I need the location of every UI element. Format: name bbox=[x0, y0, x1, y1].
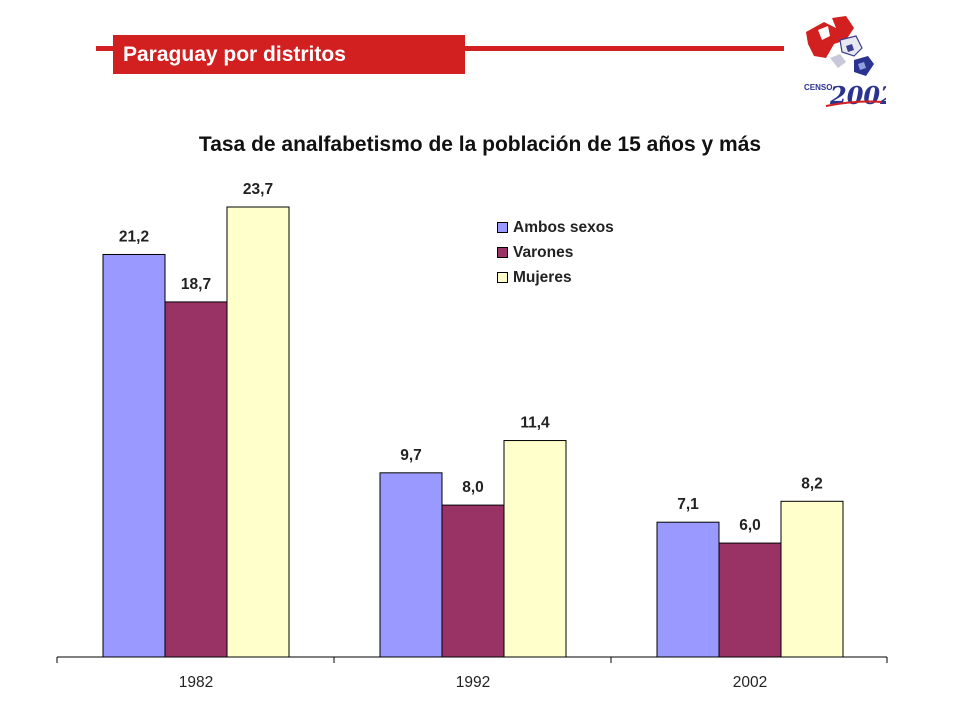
bar-1992-2 bbox=[503, 440, 567, 658]
legend-label-varones: Varones bbox=[513, 243, 574, 261]
bar-1982-2 bbox=[226, 206, 290, 658]
bar-2002-2 bbox=[780, 500, 844, 658]
data-label-1982-2: 23,7 bbox=[243, 181, 273, 198]
bar-1992-0 bbox=[379, 472, 443, 658]
legend-label-mujeres: Mujeres bbox=[513, 268, 572, 286]
chart-title: Tasa de analfabetismo de la población de… bbox=[198, 133, 762, 156]
data-label-1982-1: 18,7 bbox=[181, 276, 211, 293]
legend-label-ambos-sexos: Ambos sexos bbox=[513, 218, 614, 236]
data-label-1982-0: 21,2 bbox=[119, 228, 149, 245]
svg-text:2002: 2002 bbox=[829, 81, 886, 110]
data-label-1992-1: 8,0 bbox=[462, 479, 484, 496]
legend-swatch-varones bbox=[497, 247, 508, 258]
bar-2002-0 bbox=[656, 521, 720, 658]
x-tick-label-2002: 2002 bbox=[733, 674, 767, 691]
data-label-1992-0: 9,7 bbox=[400, 447, 422, 464]
data-label-1992-2: 11,4 bbox=[520, 415, 550, 432]
bar-2002-1 bbox=[718, 542, 782, 658]
x-tick-label-1992: 1992 bbox=[456, 674, 490, 691]
legend-item-varones: Varones bbox=[497, 240, 614, 265]
x-tick-label-1982: 1982 bbox=[179, 674, 213, 691]
bar-1982-1 bbox=[164, 301, 228, 658]
data-label-2002-0: 7,1 bbox=[677, 496, 699, 513]
data-label-2002-2: 8,2 bbox=[801, 475, 823, 492]
censo-logo: CENSO 2002 bbox=[796, 10, 897, 110]
legend-item-ambos-sexos: Ambos sexos bbox=[497, 215, 614, 240]
bar-1992-1 bbox=[441, 504, 505, 658]
bar-1982-0 bbox=[102, 253, 166, 658]
legend-swatch-ambos-sexos bbox=[497, 222, 508, 233]
svg-text:CENSO: CENSO bbox=[804, 83, 832, 92]
censo-2002-puzzle-map-icon: CENSO 2002 bbox=[804, 16, 897, 110]
data-label-2002-1: 6,0 bbox=[739, 517, 761, 534]
page-title: Paraguay por distritos bbox=[113, 35, 465, 74]
legend-swatch-mujeres bbox=[497, 272, 508, 283]
legend-item-mujeres: Mujeres bbox=[497, 265, 614, 290]
chart-legend: Ambos sexos Varones Mujeres bbox=[497, 215, 614, 290]
